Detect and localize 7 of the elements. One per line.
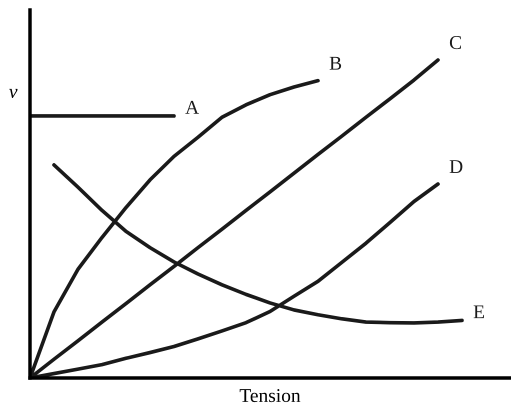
series-label: C xyxy=(450,36,462,50)
y-axis-title: v xyxy=(9,88,18,98)
x-axis-title: Tension xyxy=(240,389,300,402)
series-label: B xyxy=(330,56,342,70)
series-label: A xyxy=(185,100,200,114)
series-label: D xyxy=(450,160,462,173)
series-label: E xyxy=(474,305,484,318)
